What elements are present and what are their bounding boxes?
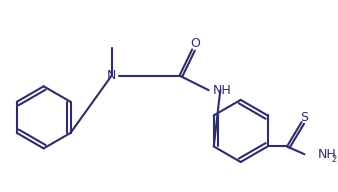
Text: NH: NH <box>318 148 337 161</box>
Text: NH: NH <box>213 84 231 97</box>
Text: S: S <box>300 111 309 124</box>
Text: O: O <box>190 37 200 50</box>
Text: N: N <box>107 69 116 82</box>
Text: 2: 2 <box>332 155 337 164</box>
